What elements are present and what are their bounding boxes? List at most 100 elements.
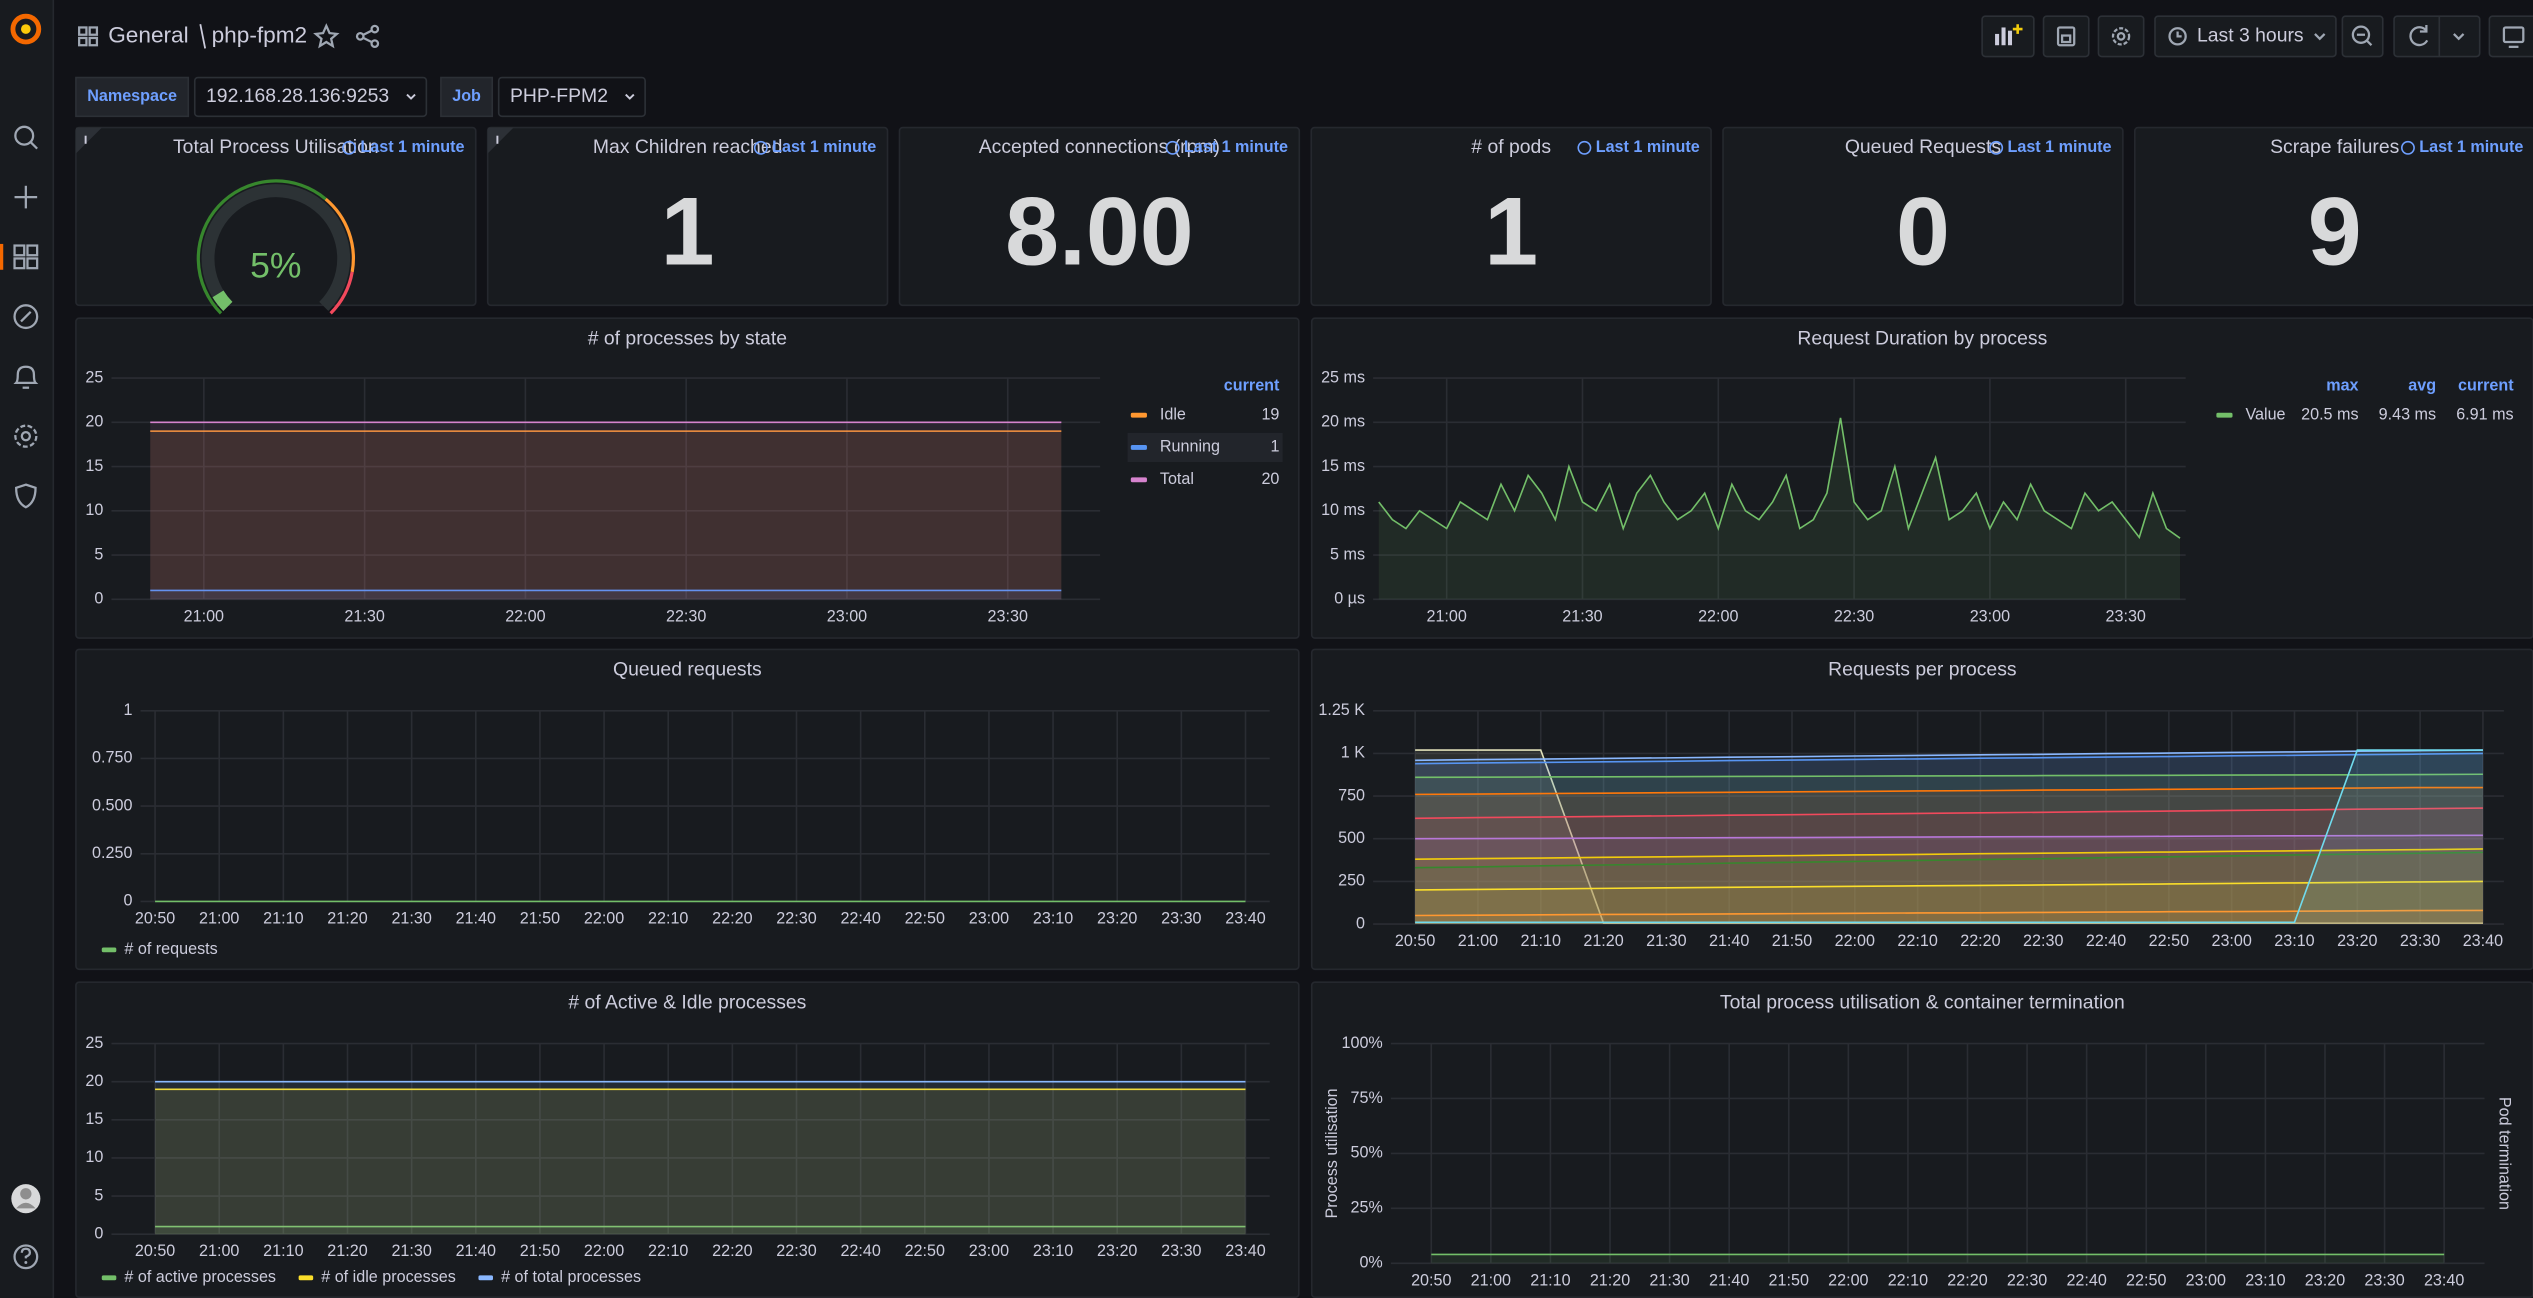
series-area [150,431,1062,600]
tv-mode-button[interactable] [2488,15,2533,58]
time-override: Last 1 minute [360,138,464,156]
legend-swatch [298,1275,314,1281]
legend-label[interactable]: Total [1160,470,1194,488]
x-tick-label: 22:40 [840,1242,880,1260]
alerting-icon[interactable] [13,365,39,389]
x-tick-label: 23:10 [2274,932,2314,950]
x-tick-label: 21:30 [344,607,384,625]
x-tick-label: 22:00 [1835,932,1875,950]
legend-label[interactable]: # of total processes [501,1268,641,1286]
dashboards-icon[interactable] [13,244,39,270]
legend-value: 20.5 ms [2301,405,2358,423]
refresh-button[interactable] [2393,15,2481,58]
y-tick-label: 500 [1338,829,1365,847]
series-area [1415,835,2483,925]
clock-icon [2401,140,2415,155]
legend-value: 9.43 ms [2379,405,2436,423]
x-tick-label: 23:30 [2400,932,2440,950]
zoom-out-button[interactable] [2341,15,2384,58]
dashboard-title: php-fpm2 [212,22,308,47]
y-tick-label: 750 [1338,786,1365,804]
series-line [1415,749,2483,762]
series-line [1415,848,2483,861]
variable-label-box [440,76,494,118]
x-tick-label: 21:00 [1426,607,1466,625]
time-override: Last 1 minute [1596,138,1700,156]
series-line [1415,834,2483,840]
x-tick-label: 21:40 [1709,932,1749,950]
avatar[interactable] [11,1184,41,1214]
series-area [1378,417,2181,600]
series-area [1415,750,2483,925]
logo[interactable] [10,13,42,45]
settings-button[interactable] [2097,15,2145,58]
x-tick-label: 22:20 [712,909,752,927]
series-line [1415,909,2483,917]
config-icon[interactable] [14,424,38,448]
variable-label: Job [452,87,481,105]
x-tick-label: 21:50 [1769,1271,1809,1289]
panel-title: Max Children reached [593,136,783,158]
variable-dropdown[interactable] [193,76,428,118]
y-tick-label: 10 [85,501,103,519]
x-tick-label: 23:00 [827,607,867,625]
series-area [150,422,1062,600]
legend-label[interactable]: Value [2245,405,2285,423]
search-icon[interactable] [14,125,38,150]
x-tick-label: 22:10 [1897,932,1937,950]
create-icon[interactable] [14,185,38,209]
x-tick-label: 21:00 [1458,932,1498,950]
time-picker[interactable] [2154,15,2337,58]
x-tick-label: 22:50 [905,1242,945,1260]
y-tick-label: 250 [1338,872,1365,890]
share-button[interactable] [355,24,380,48]
legend-value: 6.91 ms [2456,405,2513,423]
logo-core [21,24,31,34]
time-range[interactable]: Last 3 hours [2197,24,2304,46]
legend-swatch [101,947,117,953]
panel-title: Accepted connections (rpm) [979,136,1220,158]
x-tick-label: 22:50 [2149,932,2189,950]
x-tick-label: 23:40 [1225,1242,1265,1260]
info-corner [75,127,102,154]
legend-label[interactable]: Running [1160,438,1220,456]
x-tick-label: 20:50 [135,909,175,927]
panel-title: # of pods [1471,136,1551,158]
y2-axis-label: Pod termination [2496,1097,2514,1210]
shield-icon[interactable] [15,483,37,509]
stat-value: 1 [661,177,715,286]
x-tick-label: 23:10 [1033,909,1073,927]
legend-label[interactable]: # of active processes [124,1268,276,1286]
gauge-value [212,290,233,312]
x-tick-label: 22:50 [905,909,945,927]
x-tick-label: 21:20 [327,1242,367,1260]
x-tick-label: 23:20 [2305,1271,2345,1289]
explore-icon[interactable] [13,304,39,330]
clock-icon [753,140,768,155]
x-tick-label: 21:20 [327,909,367,927]
x-tick-label: 22:20 [1960,932,2000,950]
series-area [1415,852,2483,925]
variable-dropdown[interactable] [497,76,646,118]
x-tick-label: 22:30 [1834,607,1874,625]
save-button[interactable] [2042,15,2090,58]
legend-label[interactable]: Idle [1160,405,1186,423]
x-tick-label: 21:10 [263,1242,303,1260]
panel-title: Queued Requests [1845,136,2001,158]
y-axis-label: Process utilisation [1323,1088,1341,1218]
breadcrumb[interactable]: General [108,22,188,47]
star-button[interactable] [313,23,340,49]
y-tick-label: 5 [94,545,103,563]
help-icon[interactable] [13,1244,39,1270]
x-tick-label: 22:00 [1828,1271,1868,1289]
y-tick-label: 0 [123,892,132,910]
series-area [1415,808,2483,925]
legend-value: 1 [1270,438,1279,456]
x-tick-label: 22:30 [776,1242,816,1260]
legend-label[interactable]: # of requests [124,940,217,958]
add-panel-button[interactable] [1981,15,2035,58]
y-tick-label: 25 [85,368,103,386]
legend-label[interactable]: # of idle processes [321,1268,456,1286]
series-area [1431,1254,2445,1264]
